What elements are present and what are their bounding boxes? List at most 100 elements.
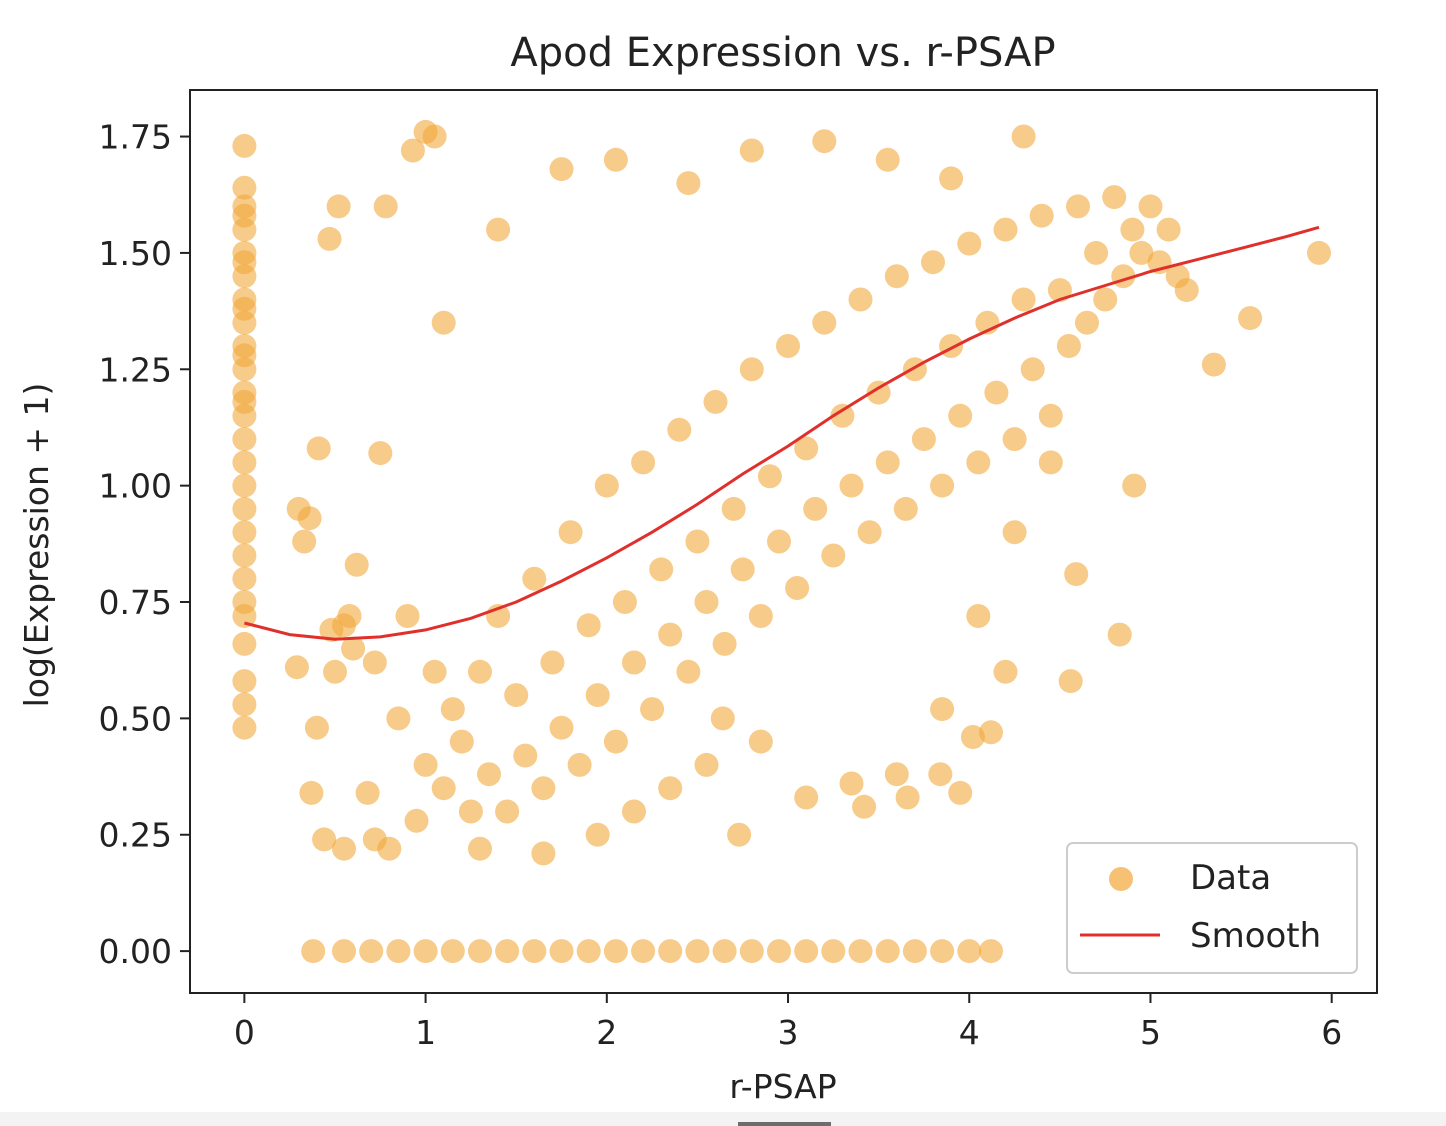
data-point (993, 217, 1018, 242)
y-tick-label: 1.00 (99, 467, 172, 506)
data-point (803, 496, 828, 521)
x-tick-label: 3 (778, 1013, 799, 1052)
data-point (458, 799, 483, 824)
legend-data-label: Data (1190, 858, 1271, 898)
data-point (1156, 217, 1181, 242)
y-tick-label: 0.25 (99, 816, 172, 855)
data-point (893, 496, 918, 521)
data-point (232, 520, 257, 545)
legend-box (1066, 842, 1358, 974)
data-point (1138, 194, 1163, 219)
data-point (694, 590, 719, 614)
data-point (232, 427, 257, 452)
data-point (386, 706, 411, 731)
data-point (930, 939, 955, 964)
data-point (468, 659, 492, 684)
data-point (948, 780, 973, 805)
data-point (748, 729, 773, 754)
data-point (739, 939, 764, 964)
data-point (1084, 240, 1109, 265)
data-point (603, 729, 628, 754)
data-point (232, 715, 257, 740)
data-point (567, 752, 592, 777)
data-point (640, 697, 665, 722)
data-point (1066, 194, 1090, 219)
data-point (558, 520, 583, 545)
data-point (685, 529, 710, 554)
data-point (812, 310, 837, 335)
data-point (400, 138, 425, 163)
data-point (341, 636, 366, 661)
data-point (477, 762, 501, 787)
data-point (486, 217, 511, 242)
data-point (1201, 352, 1226, 377)
data-point (513, 743, 538, 768)
data-point (957, 231, 982, 256)
data-point (875, 939, 900, 964)
data-point (232, 343, 257, 368)
data-point (585, 822, 610, 847)
data-point (884, 762, 909, 787)
data-point (312, 827, 337, 852)
y-tick-label: 0.50 (99, 699, 172, 738)
data-point (232, 389, 257, 414)
data-point (1107, 622, 1132, 647)
legend-smooth-label: Smooth (1190, 916, 1321, 956)
x-tick-label: 5 (1140, 1013, 1161, 1052)
data-point (323, 659, 347, 684)
data-point (875, 450, 900, 475)
data-point (984, 380, 1009, 405)
data-point (921, 250, 945, 275)
data-point (232, 566, 257, 591)
data-point (710, 706, 735, 731)
data-point (957, 939, 982, 964)
data-point (232, 496, 257, 521)
data-point (1011, 124, 1036, 149)
data-point (495, 939, 520, 964)
data-point (431, 776, 456, 801)
bottom-strip (0, 1112, 1446, 1126)
data-point (794, 785, 819, 810)
data-point (979, 939, 1003, 964)
data-point (939, 334, 964, 358)
data-point (1122, 473, 1147, 498)
data-point (857, 520, 882, 545)
data-point (839, 771, 864, 796)
data-point (373, 194, 398, 219)
data-point (622, 650, 646, 675)
data-point (576, 613, 601, 638)
data-point (667, 417, 692, 442)
data-point (422, 659, 447, 684)
data-point (612, 590, 637, 614)
data-point (368, 441, 393, 466)
data-point (304, 715, 329, 740)
data-point (395, 604, 420, 628)
chart-title: Apod Expression vs. r-PSAP (510, 30, 1055, 76)
data-point (631, 450, 656, 475)
data-point (603, 939, 628, 964)
data-point (549, 939, 574, 964)
data-point (902, 939, 927, 964)
y-axis-ticks: 0.00 0.25 0.50 0.75 1.00 1.25 1.50 1.75 (99, 118, 190, 971)
data-point (232, 692, 257, 717)
data-point (676, 171, 701, 196)
data-point (232, 175, 257, 200)
data-point (232, 450, 257, 475)
data-point (939, 166, 964, 191)
data-point (1307, 240, 1331, 265)
data-point (703, 389, 728, 414)
data-point (948, 403, 973, 428)
data-point (848, 939, 873, 964)
data-point (658, 622, 683, 647)
data-point (317, 226, 342, 251)
data-point (1002, 520, 1027, 545)
data-point (1093, 287, 1118, 312)
data-point (1038, 403, 1063, 428)
scroll-indicator (738, 1122, 831, 1126)
data-point (440, 939, 465, 964)
data-point (821, 939, 846, 964)
plot-frame (189, 89, 1378, 994)
data-point (468, 939, 492, 964)
data-point (966, 450, 991, 475)
data-point (712, 939, 737, 964)
